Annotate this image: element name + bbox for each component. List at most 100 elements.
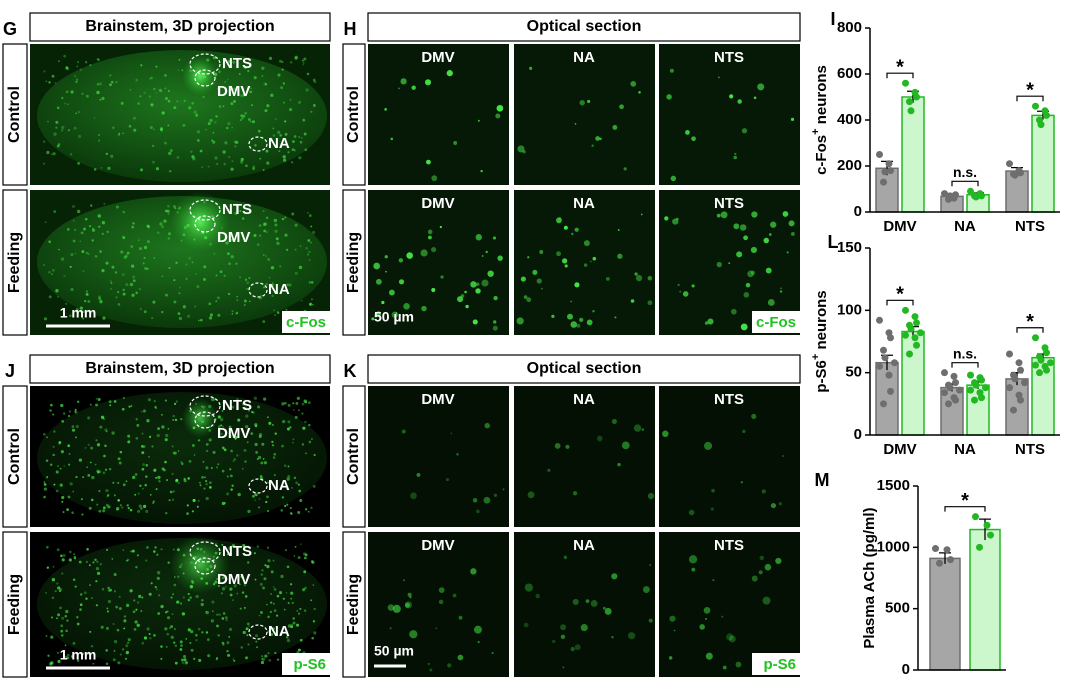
cell [472, 319, 478, 325]
data-point [1043, 366, 1050, 374]
cell [211, 600, 215, 604]
cell [156, 553, 159, 556]
cell [130, 405, 133, 407]
y-tick-label: 100 [837, 301, 862, 318]
cell [256, 243, 260, 246]
cell [105, 261, 109, 265]
cell [217, 313, 221, 317]
cell [222, 401, 224, 404]
cell [726, 633, 734, 641]
cell [202, 95, 205, 99]
cell [90, 498, 94, 502]
column-label: NTS [714, 49, 744, 66]
cell [67, 129, 71, 132]
cell [523, 622, 529, 628]
cell [121, 273, 125, 277]
y-axis-label-part: + [810, 354, 822, 360]
cell [153, 88, 156, 91]
cell [90, 645, 94, 648]
cell [231, 405, 235, 409]
cell [304, 148, 308, 152]
cell [67, 103, 70, 106]
cell [264, 109, 268, 113]
cell [154, 586, 157, 589]
cell [50, 661, 54, 665]
cell [287, 465, 290, 468]
cell [65, 609, 69, 614]
hotspot [170, 192, 230, 252]
cell [288, 107, 293, 112]
cell [401, 429, 406, 434]
cell [220, 417, 224, 422]
cell [185, 661, 189, 664]
cell [65, 302, 68, 305]
region-outline [189, 53, 221, 75]
cell [173, 106, 177, 110]
micrograph [368, 190, 509, 335]
cell [74, 411, 78, 414]
cell [222, 66, 225, 69]
cell [208, 438, 212, 442]
data-point [971, 396, 978, 404]
cell [120, 250, 124, 254]
cell [227, 78, 229, 81]
cell [312, 104, 316, 107]
cell [135, 436, 139, 440]
cell [248, 300, 251, 303]
cell [570, 321, 578, 328]
cell [225, 619, 228, 622]
cell [189, 596, 192, 599]
cell [116, 628, 120, 632]
cell [263, 82, 267, 86]
data-point [1043, 111, 1050, 119]
cell [741, 128, 748, 134]
cell [156, 571, 161, 575]
cell [225, 585, 228, 588]
cell [310, 110, 313, 113]
cell [94, 558, 97, 562]
bar [929, 557, 961, 671]
cell [308, 440, 312, 444]
cell [420, 249, 428, 257]
cell [647, 275, 653, 281]
cell [77, 161, 81, 165]
cell [69, 550, 72, 554]
column-label: DMV [421, 195, 454, 212]
cell [617, 462, 621, 467]
cell [259, 611, 263, 614]
cell [452, 593, 457, 598]
cell [77, 61, 79, 63]
data-point [876, 316, 883, 324]
cell [495, 113, 501, 119]
cell [222, 425, 224, 428]
cell [256, 457, 259, 460]
cell [247, 409, 251, 412]
cell [226, 641, 230, 645]
cell [194, 305, 197, 308]
cell [79, 603, 83, 607]
cell [716, 261, 722, 268]
cell [240, 160, 244, 164]
cell [236, 295, 239, 298]
cell [87, 252, 90, 256]
cell [134, 493, 137, 496]
cell [233, 458, 236, 461]
cell [97, 133, 101, 136]
cell [285, 308, 288, 311]
cell [750, 246, 757, 254]
cell [574, 644, 581, 651]
cell [611, 418, 617, 425]
cell [72, 239, 75, 242]
cell [169, 170, 172, 173]
cell [156, 433, 160, 438]
cell [151, 316, 154, 320]
cell [310, 560, 314, 563]
cell [61, 500, 64, 503]
cell [122, 483, 126, 487]
significance-label: * [896, 56, 904, 78]
cell [740, 481, 743, 484]
cell [163, 468, 166, 472]
cell [438, 599, 444, 605]
cell [272, 127, 275, 130]
cell [239, 276, 242, 279]
